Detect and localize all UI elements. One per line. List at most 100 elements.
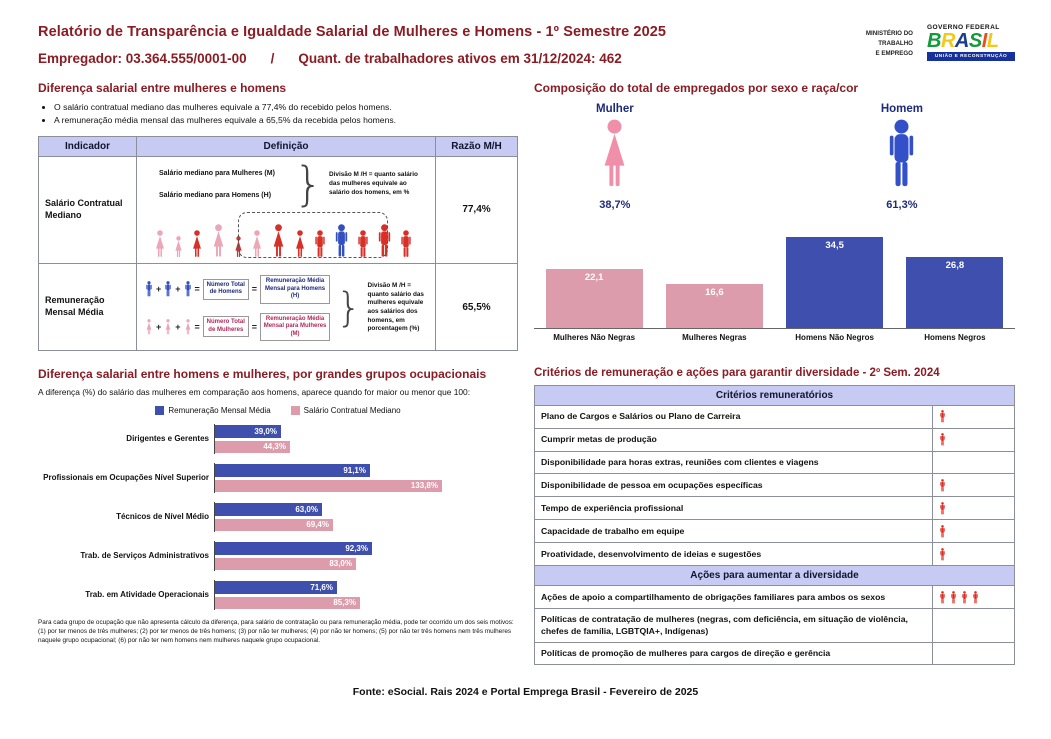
bar-value-label: 26,8 — [945, 260, 965, 271]
section-title-occupational: Diferença salarial entre homens e mulher… — [38, 367, 487, 382]
criteria-row: Plano de Cargos e Salários ou Plano de C… — [534, 405, 1015, 430]
male-red-icon — [401, 230, 411, 257]
report-footer: Fonte: eSocial. Rais 2024 e Portal Empre… — [352, 686, 699, 698]
bar-salario-mediano: 44,3% — [215, 440, 290, 454]
bar-slot: 16,6 Mulheres Negras — [654, 223, 775, 342]
plus-operator: + — [156, 284, 162, 295]
section-title-salary-gap: Diferença salarial entre mulheres e home… — [38, 81, 287, 95]
report-header: Relatório de Transparência e Igualdade S… — [0, 0, 1051, 66]
bar-value-label: 83,0% — [329, 559, 352, 569]
indicator-label: Salário Contratual Mediano — [38, 155, 137, 265]
criteria-markers — [932, 405, 1015, 430]
criterion-marker-icon — [940, 410, 945, 423]
bar-remuneracao-media: 91,1% — [215, 464, 370, 477]
criteria-row: Disponibilidade para horas extras, reuni… — [534, 451, 1015, 475]
bar-slot: 26,8 Homens Negros — [894, 223, 1015, 342]
legend-item: Remuneração Mensal Média — [155, 406, 271, 416]
male-red-icon — [358, 230, 368, 257]
occupation-group: Dirigentes e Gerentes 39,0% 44,3% — [38, 424, 518, 455]
brasil-letter: R — [940, 30, 955, 52]
section-salary-gap: Diferença salarial entre mulheres e home… — [38, 81, 518, 352]
occupation-bars: 71,6% 85,3% — [214, 580, 360, 611]
median-definition-diagram: Salário mediano para Mulheres (M) Salári… — [145, 160, 427, 206]
male-icon — [881, 119, 923, 194]
female-label: Mulher — [596, 103, 634, 115]
bar-area: 26,8 — [894, 223, 1015, 329]
bar-value-label: 85,3% — [333, 598, 356, 608]
bar-remuneracao-media: 71,6% — [215, 581, 337, 594]
male-figure-icon — [184, 281, 191, 297]
male-figure-icon — [165, 281, 171, 297]
average-label-box: Remuneração Média Mensal para Mulheres (… — [260, 312, 331, 342]
bar-category-label: Homens Negros — [924, 333, 986, 342]
bar-area: 16,6 — [654, 223, 775, 329]
section-composition: Composição do total de empregados por se… — [534, 81, 1015, 342]
brasil-letter: A — [954, 30, 969, 52]
plus-operator: + — [175, 284, 181, 295]
male-figure-icon — [146, 281, 152, 297]
female-figure-icon — [165, 318, 171, 335]
criteria-markers — [932, 428, 1015, 453]
plus-operator: + — [156, 321, 162, 332]
male-red-icon — [315, 230, 325, 257]
criteria-group-header-row: Ações para aumentar a diversidade — [534, 565, 1015, 587]
bar-category-label: Mulheres Negras — [682, 333, 747, 342]
ministry-logo-line: E EMPREGO — [875, 49, 913, 57]
salary-gap-bullet: A remuneração média mensal das mulheres … — [54, 114, 518, 127]
gov-logo-top-text: GOVERNO FEDERAL — [927, 24, 1000, 31]
occupation-label: Técnicos de Nível Médio — [116, 512, 209, 522]
brasil-wordmark: BRASIL — [927, 31, 1015, 52]
criteria-text: Disponibilidade para horas extras, reuni… — [534, 451, 933, 475]
brasil-letter: S — [968, 30, 982, 52]
report-title: Relatório de Transparência e Igualdade S… — [38, 24, 667, 40]
criteria-row: Disponibilidade de pessoa em ocupações e… — [534, 473, 1015, 498]
legend-label: Remuneração Mensal Média — [168, 406, 271, 416]
bar-value-label: 22,1 — [584, 272, 604, 283]
occupation-group: Trab. de Serviços Administrativos 92,3% 83… — [38, 541, 518, 572]
bar-slot: 22,1 Mulheres Não Negras — [534, 223, 655, 342]
equals-operator: = — [251, 321, 258, 332]
criteria-text: Disponibilidade de pessoa em ocupações e… — [534, 473, 933, 498]
occupation-group: Profissionais em Ocupações Nível Superio… — [38, 463, 518, 494]
female-red-icon — [296, 230, 304, 257]
criteria-markers — [932, 451, 1015, 475]
bar-salario-mediano: 83,0% — [215, 557, 356, 571]
male-red-lg-icon — [378, 224, 391, 257]
occupational-chart-subtitle: A diferença (%) do salário das mulheres … — [38, 387, 471, 398]
criteria-group-header-row: Critérios remuneratórios — [534, 385, 1015, 407]
criteria-markers — [932, 519, 1015, 544]
composition-bar: 34,5 — [786, 237, 884, 328]
population-figures — [145, 212, 427, 259]
bar-value-label: 71,6% — [310, 582, 333, 592]
female-figure-icon — [185, 318, 190, 335]
occupational-chart-legend: Remuneração Mensal Média Salário Contratu… — [38, 406, 518, 416]
composition-bar-chart: 22,1 Mulheres Não Negras 16,6 Mulheres Negr… — [534, 223, 1015, 342]
bar-value-label: 39,0% — [254, 426, 277, 436]
average-definition-diagram: + + = Número Total de Homens = Remuneração Mé… — [145, 271, 427, 345]
criteria-markers — [932, 585, 1015, 610]
men-average-formula: + + = Número Total de Homens = Remuneração Mé… — [145, 275, 331, 304]
average-division-note: Divisão M /H = quanto salário das mulher… — [367, 282, 424, 333]
bar-value-label: 44,3% — [263, 442, 286, 452]
brasil-letter: L — [986, 30, 999, 52]
criteria-group-header: Critérios remuneratórios — [534, 385, 1015, 407]
criteria-group-header: Ações para aumentar a diversidade — [534, 565, 1015, 587]
definition-cell: + + = Número Total de Homens = Remuneração Mé… — [136, 263, 436, 352]
criterion-marker-icon — [940, 501, 945, 515]
median-labels: Salário mediano para Mulheres (M) Salári… — [145, 170, 288, 199]
female-red-lg-icon — [273, 224, 284, 257]
criteria-markers — [932, 641, 1015, 666]
occupation-bars: 92,3% 83,0% — [214, 541, 372, 572]
bar-slot: 34,5 Homens Não Negros — [774, 223, 895, 342]
active-workers-count: Quant. de trabalhadores ativos em 31/12/… — [298, 51, 622, 66]
criteria-text: Políticas de contratação de mulheres (ne… — [534, 608, 933, 643]
criteria-markers — [932, 496, 1015, 521]
criteria-text: Políticas de promoção de mulheres para c… — [534, 641, 933, 666]
formulas: + + = Número Total de Homens = Remuneração Mé… — [145, 275, 331, 342]
sex-summary: Mulher 38,7% Homem 61,3% — [534, 101, 1015, 211]
criteria-markers — [932, 473, 1015, 498]
legend-swatch — [155, 406, 165, 416]
criteria-row: Capacidade de trabalho em equipe — [534, 519, 1015, 544]
criteria-text: Tempo de experiência profissional — [534, 496, 933, 521]
criteria-text: Ações de apoio a compartilhamento de obr… — [534, 585, 933, 610]
